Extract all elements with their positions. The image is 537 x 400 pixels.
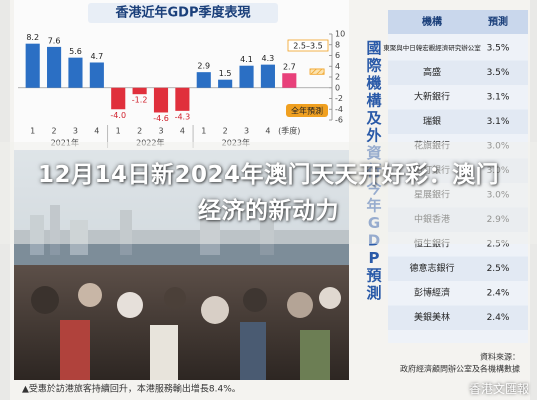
table-header: 機構	[422, 15, 442, 28]
row-label: 瑞銀	[423, 115, 441, 127]
source-label: 資料來源：	[480, 352, 520, 362]
row-value: 3.5%	[487, 44, 510, 54]
x-unit: (季度)	[278, 126, 300, 136]
value-label: 5.6	[69, 47, 82, 56]
forecast-box	[287, 39, 329, 52]
x-tick-label: 4	[180, 127, 185, 136]
row-label: 彭博經濟	[414, 287, 450, 299]
bar	[282, 73, 297, 88]
x-tick-label: 1	[201, 127, 206, 136]
x-tick-label: 2	[52, 127, 57, 136]
row-value: 2.4%	[487, 289, 510, 299]
value-label: -4.0	[110, 111, 126, 120]
bar	[153, 87, 169, 113]
value-label: 1.5	[219, 69, 232, 78]
forecast-range	[309, 68, 325, 75]
y-tick-label: 6	[335, 51, 340, 60]
source-text: 政府經濟顧問辦公室及各機構數據	[400, 364, 520, 374]
value-label: 4.1	[240, 55, 253, 64]
bar	[175, 87, 190, 111]
bar	[260, 64, 275, 88]
value-label: 8.2	[26, 33, 39, 42]
table-header: 預測	[488, 15, 508, 28]
row-value: 2.4%	[487, 313, 510, 323]
bar	[218, 79, 233, 88]
bar	[47, 46, 62, 88]
caption-strip	[14, 380, 349, 400]
watermark: 香港文匯報	[468, 382, 529, 396]
x-tick-label: 2	[223, 127, 228, 136]
value-label: -4.3	[175, 112, 191, 121]
y-tick-label: 0	[335, 83, 340, 92]
overlay-title: 12月14日新2024年澳门天天开好彩：澳门经济的新动力	[37, 162, 500, 224]
row-label: 東聚與中日韓宏觀經濟研究辦公室	[383, 43, 481, 52]
y-tick-label: 4	[335, 62, 340, 71]
x-tick-label: 3	[244, 127, 249, 136]
row-value: 3.1%	[487, 93, 510, 103]
y-tick-label: 8	[335, 40, 340, 49]
x-tick-label: 3	[158, 127, 163, 136]
row-band	[388, 256, 528, 281]
bar	[132, 87, 147, 95]
row-band	[388, 109, 528, 134]
chart-title: 香港近年GDP季度表現	[115, 5, 251, 21]
forecast-note: 全年預測	[291, 106, 323, 116]
row-band	[388, 305, 528, 330]
row-label: 高盛	[423, 66, 441, 78]
row-value: 2.5%	[487, 264, 510, 274]
x-tick-label: 4	[265, 127, 270, 136]
y-tick-label: 10	[335, 30, 345, 39]
bar	[89, 62, 104, 88]
row-value: 3.5%	[487, 68, 510, 78]
forecast-label: 2.5–3.5	[293, 42, 322, 51]
gdp-chart: 1086420-2-4-618.227.635.644.71-4.02-1.23…	[18, 30, 345, 148]
value-label: -1.2	[132, 96, 148, 105]
x-tick-label: 3	[73, 127, 78, 136]
y-tick-label: 2	[335, 73, 340, 82]
x-tick-label: 1	[30, 127, 35, 136]
y-tick-label: -4	[335, 105, 343, 114]
row-value: 3.1%	[487, 117, 510, 127]
x-tick-label: 2	[137, 127, 142, 136]
x-tick-label: 4	[94, 127, 99, 136]
photo-caption: ▲受惠於訪港旅客持續回升，本港服務輸出增長8.4%。	[22, 383, 241, 395]
bar	[111, 87, 126, 110]
bar	[196, 72, 211, 88]
bar	[25, 43, 40, 88]
row-value: 2.5%	[487, 240, 510, 250]
forecast-note-box	[286, 104, 328, 117]
y-tick-label: -2	[335, 94, 343, 103]
value-label: 2.9	[197, 62, 210, 71]
value-label: 2.7	[283, 63, 296, 72]
row-label: 大新銀行	[414, 91, 450, 103]
value-label: 4.3	[262, 54, 275, 63]
title-box	[88, 3, 278, 23]
value-label: -4.6	[153, 114, 169, 123]
value-label: 4.7	[90, 52, 103, 61]
row-label: 美銀美林	[414, 311, 450, 323]
bar	[239, 65, 254, 88]
y-tick-label: -6	[335, 116, 343, 125]
bar	[68, 57, 83, 88]
overlay-band: 12月14日新2024年澳门天天开好彩：澳门经济的新动力	[0, 142, 537, 244]
row-band	[388, 60, 528, 85]
row-label: 德意志銀行	[409, 262, 454, 274]
value-label: 7.6	[48, 36, 61, 45]
x-tick-label: 1	[116, 127, 121, 136]
